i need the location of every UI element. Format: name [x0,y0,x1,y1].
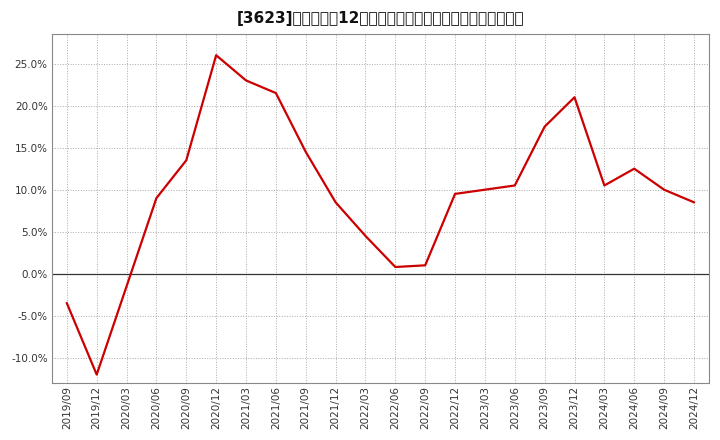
Title: [3623]　売上高の12か月移動合計の対前年同期増減率の推移: [3623] 売上高の12か月移動合計の対前年同期増減率の推移 [237,11,524,26]
